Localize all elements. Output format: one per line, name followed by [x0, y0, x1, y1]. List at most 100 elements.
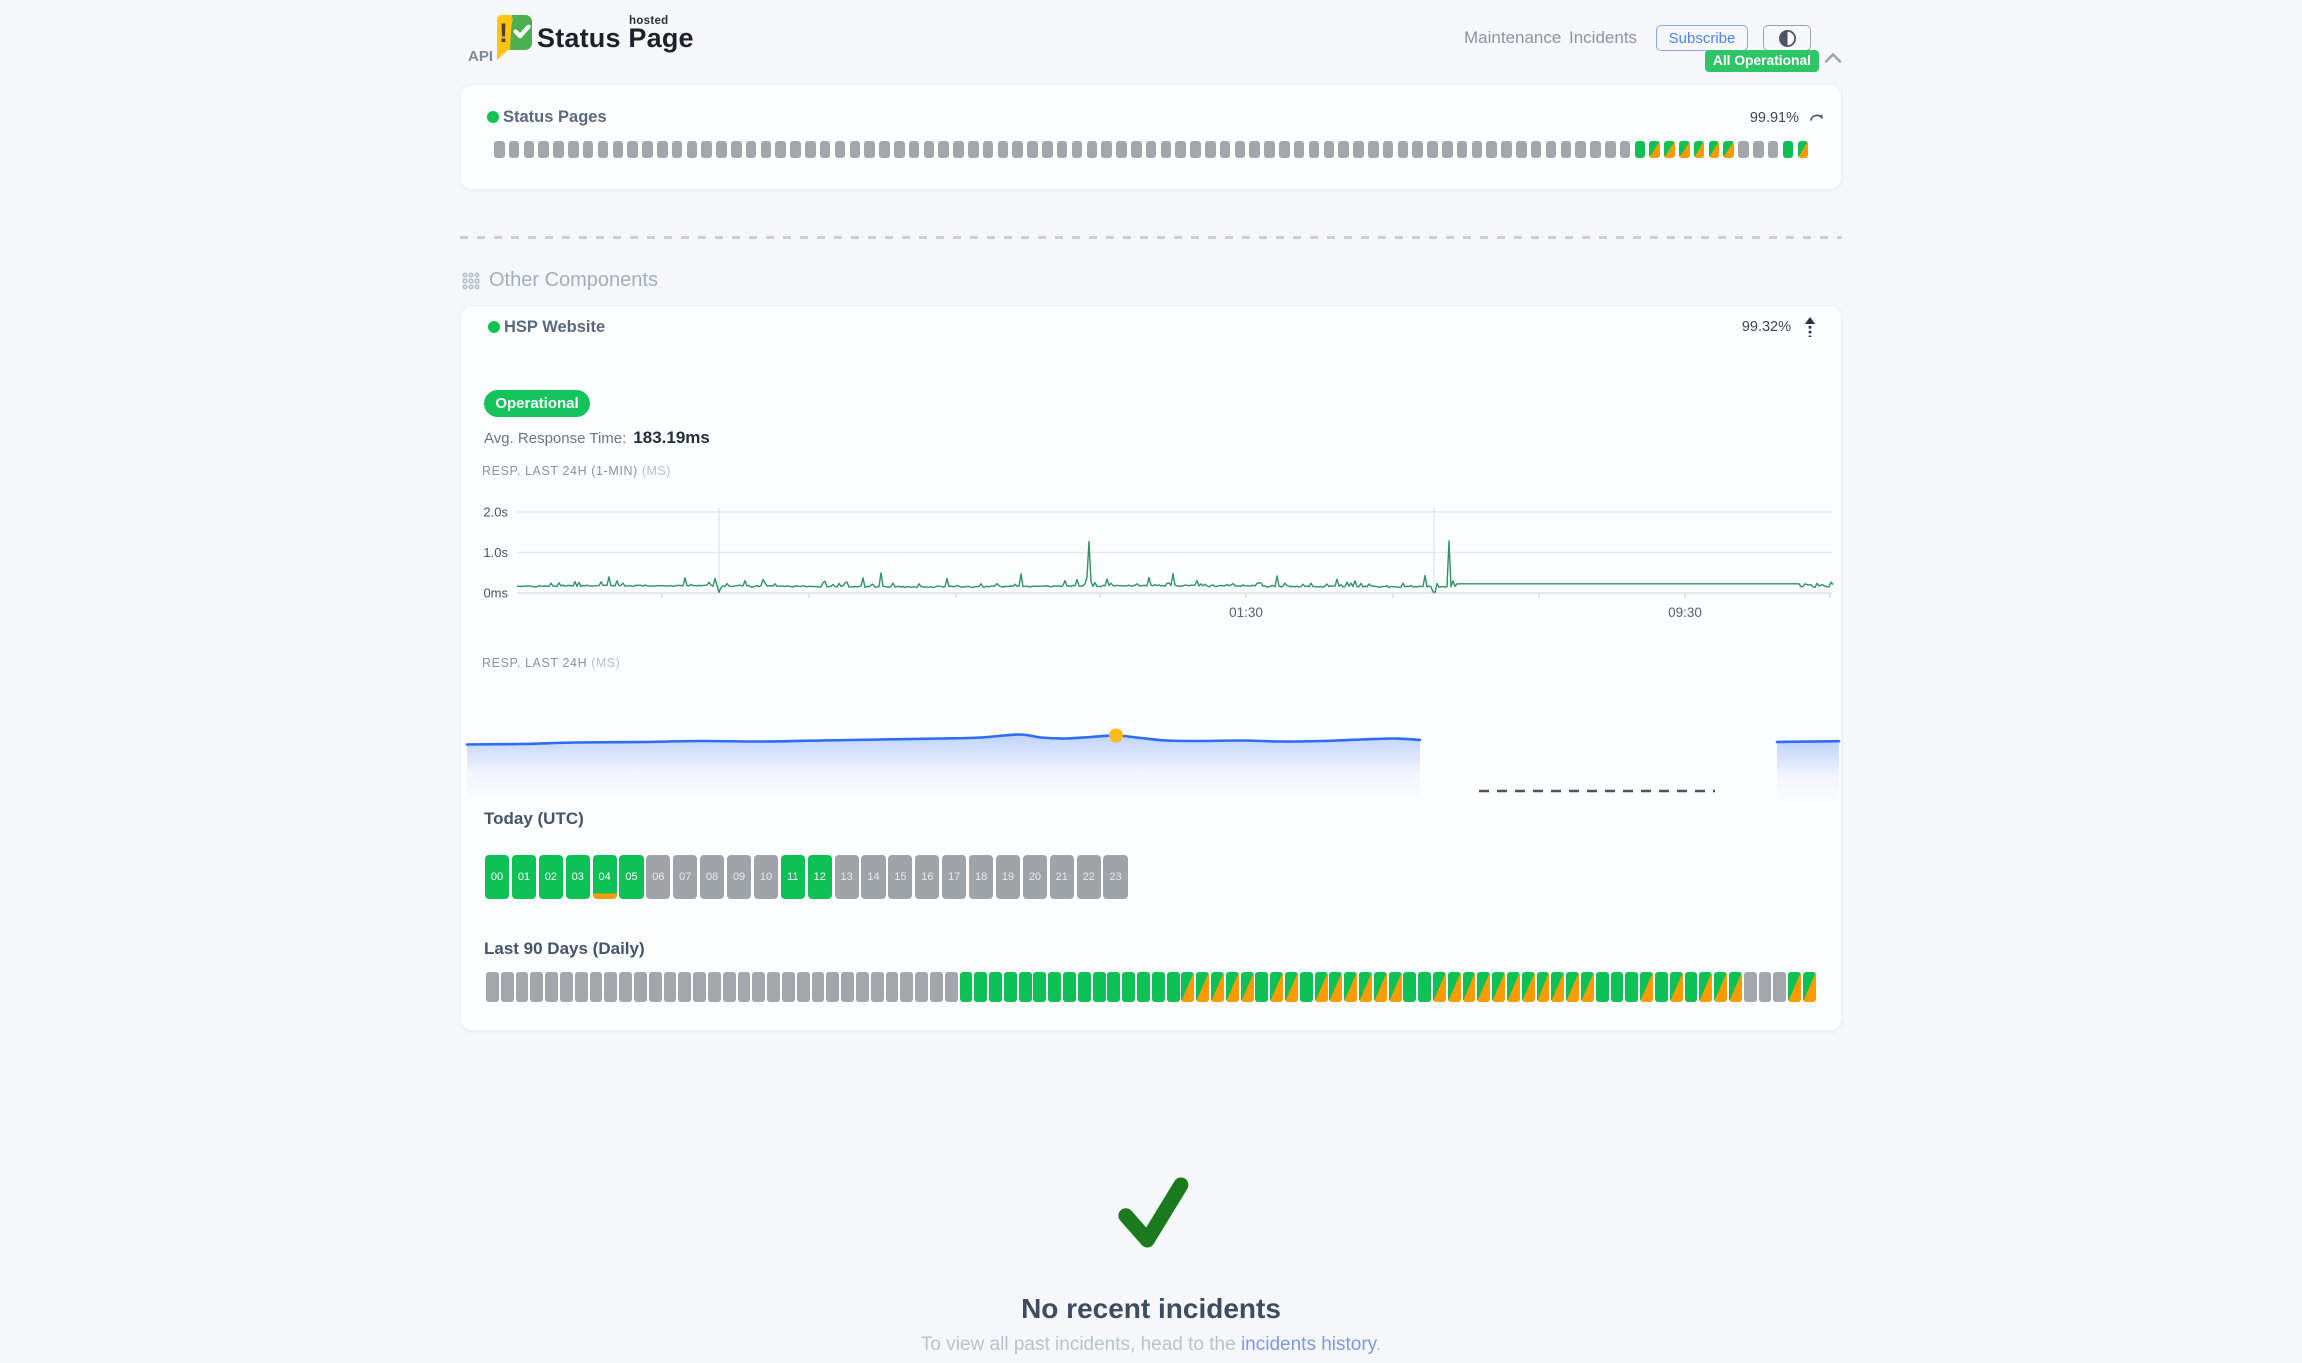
uptime-bar[interactable]: [589, 972, 603, 1002]
uptime-bar[interactable]: [826, 972, 840, 1002]
hour-box[interactable]: 19: [995, 855, 1021, 899]
uptime-bar[interactable]: [1388, 972, 1402, 1002]
uptime-bar[interactable]: [1367, 141, 1379, 158]
uptime-bar[interactable]: [1166, 972, 1180, 1002]
uptime-bar[interactable]: [1486, 141, 1498, 158]
uptime-bar[interactable]: [648, 972, 662, 1002]
uptime-bar[interactable]: [796, 972, 810, 1002]
nav-maintenance[interactable]: Maintenance: [1464, 28, 1562, 47]
hour-box[interactable]: 11: [780, 855, 805, 899]
component-name[interactable]: Status Pages: [503, 108, 607, 126]
uptime-bar[interactable]: [1684, 972, 1698, 1002]
uptime-bar[interactable]: [1190, 141, 1201, 158]
hour-box[interactable]: 12: [807, 855, 832, 899]
uptime-bar[interactable]: [1373, 972, 1387, 1002]
uptime-bar[interactable]: [1101, 141, 1112, 158]
uptime-bar[interactable]: [1536, 972, 1550, 1002]
uptime-bar[interactable]: [1338, 141, 1349, 158]
uptime-bar[interactable]: [775, 141, 787, 158]
uptime-bar[interactable]: [1758, 972, 1772, 1002]
refresh-icon[interactable]: [1809, 112, 1825, 126]
uptime-bar[interactable]: [1353, 141, 1364, 158]
uptime-bar[interactable]: [1753, 141, 1764, 158]
uptime-bar[interactable]: [1130, 141, 1142, 158]
uptime-bar[interactable]: [1714, 972, 1728, 1002]
uptime-bar[interactable]: [1492, 972, 1506, 1002]
uptime-bar[interactable]: [1516, 141, 1527, 158]
hour-box[interactable]: 16: [915, 855, 940, 899]
uptime-bar[interactable]: [559, 972, 573, 1002]
uptime-bar[interactable]: [1122, 972, 1136, 1002]
uptime-bar[interactable]: [508, 141, 520, 158]
uptime-bar[interactable]: [1211, 972, 1224, 1002]
hour-box[interactable]: 05: [619, 855, 644, 899]
uptime-bar[interactable]: [879, 141, 890, 158]
uptime-bar[interactable]: [1521, 972, 1535, 1002]
uptime-bar[interactable]: [1773, 972, 1787, 1002]
uptime-bar[interactable]: [968, 141, 979, 158]
component-name[interactable]: HSP Website: [504, 318, 606, 336]
uptime-bar[interactable]: [1427, 141, 1438, 158]
uptime-bar[interactable]: [790, 141, 801, 158]
hour-box[interactable]: 01: [511, 855, 536, 899]
uptime-bar[interactable]: [1264, 141, 1275, 158]
uptime-bar[interactable]: [633, 972, 647, 1002]
hour-box[interactable]: 06: [646, 855, 671, 899]
uptime-bar[interactable]: [1071, 141, 1083, 158]
uptime-bar[interactable]: [737, 972, 751, 1002]
uptime-bar[interactable]: [1506, 972, 1520, 1002]
uptime-bar[interactable]: [1299, 972, 1313, 1002]
hour-box[interactable]: 15: [888, 855, 913, 899]
hour-box[interactable]: 22: [1076, 855, 1101, 899]
nav-incidents[interactable]: Incidents: [1569, 28, 1638, 47]
theme-toggle-button[interactable]: [1763, 25, 1811, 51]
uptime-bar[interactable]: [805, 141, 816, 158]
uptime-bar[interactable]: [1255, 972, 1269, 1002]
hour-box[interactable]: 03: [565, 855, 590, 899]
uptime-bar[interactable]: [1782, 141, 1794, 158]
uptime-bar[interactable]: [523, 141, 535, 158]
uptime-bar[interactable]: [1116, 141, 1127, 158]
uptime-bar[interactable]: [819, 141, 831, 158]
uptime-bar[interactable]: [693, 972, 707, 1002]
hour-box[interactable]: 23: [1103, 855, 1128, 899]
uptime-bar[interactable]: [1092, 972, 1106, 1002]
uptime-bar[interactable]: [974, 972, 988, 1002]
uptime-bar[interactable]: [1477, 972, 1491, 1002]
uptime-bar[interactable]: [1728, 972, 1742, 1002]
uptime-bar[interactable]: [1649, 141, 1660, 158]
uptime-bar[interactable]: [1382, 141, 1394, 158]
uptime-bar[interactable]: [923, 141, 935, 158]
scroll-top-icon[interactable]: [1803, 316, 1817, 338]
uptime-bar[interactable]: [1767, 141, 1779, 158]
hour-box[interactable]: 10: [753, 855, 778, 899]
uptime-bar[interactable]: [855, 972, 869, 1002]
uptime-bar[interactable]: [997, 141, 1009, 158]
uptime-bar[interactable]: [500, 972, 514, 1002]
uptime-bar[interactable]: [1797, 141, 1809, 158]
uptime-bar[interactable]: [893, 141, 905, 158]
uptime-bar[interactable]: [811, 972, 825, 1002]
uptime-bar[interactable]: [494, 141, 505, 158]
uptime-bar[interactable]: [678, 972, 692, 1002]
hour-box[interactable]: 21: [1049, 855, 1074, 899]
uptime-bar[interactable]: [1293, 141, 1305, 158]
uptime-bar[interactable]: [1723, 141, 1735, 158]
uptime-bar[interactable]: [1225, 972, 1239, 1002]
uptime-bar[interactable]: [642, 141, 653, 158]
uptime-bar[interactable]: [1042, 141, 1053, 158]
uptime-bar[interactable]: [1249, 141, 1261, 158]
uptime-bar[interactable]: [1056, 141, 1068, 158]
uptime-bar[interactable]: [1580, 972, 1594, 1002]
uptime-bar[interactable]: [1551, 972, 1565, 1002]
uptime-bar[interactable]: [1145, 141, 1157, 158]
uptime-bar[interactable]: [1086, 141, 1098, 158]
uptime-bar[interactable]: [849, 141, 861, 158]
uptime-bar[interactable]: [1279, 141, 1290, 158]
uptime-bar[interactable]: [908, 141, 920, 158]
uptime-bar[interactable]: [1456, 141, 1468, 158]
uptime-bar[interactable]: [1344, 972, 1358, 1002]
uptime-bar[interactable]: [745, 141, 757, 158]
uptime-bar[interactable]: [938, 141, 949, 158]
uptime-bar[interactable]: [1625, 972, 1639, 1002]
